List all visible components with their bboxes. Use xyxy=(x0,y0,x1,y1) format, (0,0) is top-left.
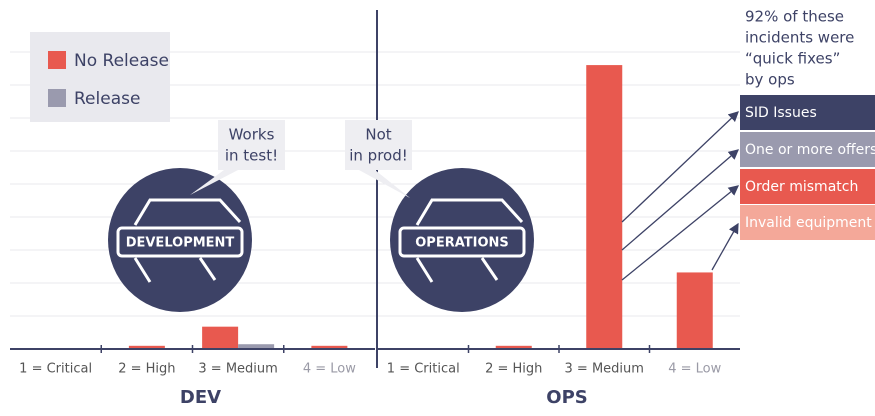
speech-bubble xyxy=(190,120,285,195)
breakdown-box xyxy=(740,95,875,130)
legend-swatch xyxy=(48,51,66,69)
breakdown-label: One or more offers xyxy=(745,142,875,158)
marks: No Release No Release No Release xyxy=(128,65,713,349)
arrow xyxy=(711,222,739,271)
breakdown-label: Order mismatch xyxy=(745,179,858,195)
arrow xyxy=(621,185,740,281)
arrow xyxy=(621,111,739,223)
x-tick-label: 2 = High xyxy=(118,362,175,377)
x-tick-label: 2 = High xyxy=(485,362,542,377)
breakdown-box xyxy=(740,132,875,167)
breakdown-box xyxy=(740,205,875,240)
badge-label: DEVELOPMENT xyxy=(126,236,235,251)
panel-title: DEV xyxy=(180,387,221,408)
bar: No Release xyxy=(495,345,532,349)
bar xyxy=(311,345,348,349)
breakdown-label: Invalid equipment xyxy=(745,215,872,231)
rocket-fins xyxy=(415,198,524,283)
x-tick-label: 1 = Critical xyxy=(387,362,460,377)
bubble-text: Works xyxy=(229,126,275,144)
bar xyxy=(202,326,239,349)
x-tick-label: 3 = Medium xyxy=(565,362,644,377)
speech-bubble xyxy=(345,120,412,198)
bubble-text: in prod! xyxy=(349,147,408,165)
bar: No Release xyxy=(676,272,713,349)
legend-label: Release xyxy=(74,89,140,109)
x-tick-label: 4 = Low xyxy=(668,362,721,377)
badge-label: OPERATIONS xyxy=(415,236,509,251)
decoration: DEVELOPMENT Works in test! OPERATIONS Not in … xyxy=(108,120,534,312)
annotation: incidents were xyxy=(745,29,854,47)
legend-label: No Release xyxy=(74,51,169,71)
rocket-fins xyxy=(133,198,242,283)
bar: No Release xyxy=(586,65,623,349)
bubble-text: in test! xyxy=(225,147,278,165)
bar xyxy=(128,345,165,349)
legend-swatch xyxy=(48,89,66,107)
panel-title: OPS xyxy=(546,387,587,408)
breakdown-box xyxy=(740,169,875,204)
breakdown-label: SID Issues xyxy=(745,105,817,121)
annotation: by ops xyxy=(745,71,795,89)
x-tick-label: 4 = Low xyxy=(303,362,356,377)
x-tick-label: 1 = Critical xyxy=(19,362,92,377)
annotation: “quick fixes” xyxy=(745,50,840,68)
bubble-text: Not xyxy=(365,126,391,144)
badge-box xyxy=(398,226,526,258)
arrow xyxy=(621,149,739,251)
x-tick-label: 3 = Medium xyxy=(198,362,277,377)
badge-box xyxy=(116,226,244,258)
annotation: 92% of these xyxy=(745,8,844,26)
bar xyxy=(238,344,275,349)
